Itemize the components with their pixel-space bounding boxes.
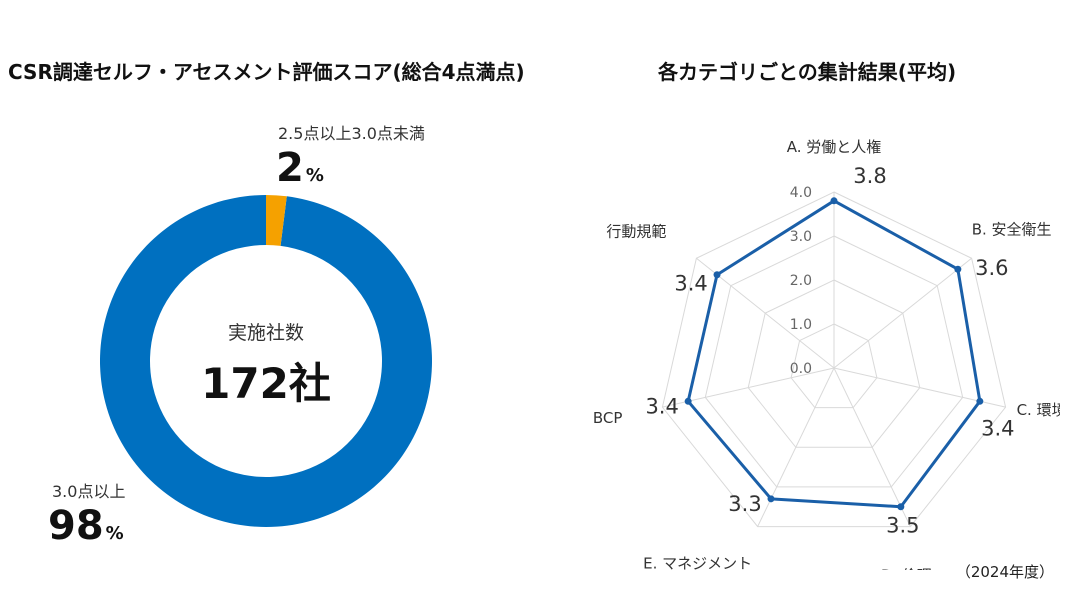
radar-value-label-4: 3.3 — [728, 492, 761, 516]
radar-value-label-2: 3.4 — [981, 416, 1014, 440]
radar-point-2 — [976, 397, 984, 405]
radar-spoke — [833, 257, 972, 369]
donut-chart — [100, 195, 432, 527]
radar-tick-label: 1.0 — [790, 317, 812, 333]
segment-percent-high: 98% — [48, 503, 124, 549]
radar-value-label-1: 3.6 — [975, 256, 1008, 280]
radar-category-label-0: A. 労働と人権 — [787, 138, 882, 156]
radar-category-label-5: BCP — [593, 409, 623, 427]
radar-category-label-1: B. 安全衛生 — [972, 220, 1052, 238]
radar-point-3 — [897, 503, 905, 511]
radar-category-label-6: 行動規範 — [606, 222, 666, 240]
year-note: （2024年度） — [955, 563, 1054, 581]
donut-center-caption: 実施社数 — [227, 322, 304, 344]
radar-point-6 — [713, 271, 721, 279]
radar-point-0 — [830, 197, 838, 205]
radar-grid-ring — [704, 235, 964, 488]
radar-series-line — [686, 199, 982, 509]
donut-segment-1 — [266, 195, 287, 246]
radar-value-label-5: 3.4 — [645, 394, 678, 418]
radar-tick-label: 0.0 — [790, 361, 812, 377]
segment-label-low: 2.5点以上3.0点未満 — [278, 124, 425, 143]
segment-percent-low-unit: % — [305, 165, 324, 186]
radar-tick-label: 2.0 — [790, 273, 812, 289]
donut-center-value: 172社 — [201, 359, 331, 408]
radar-tick-label: 3.0 — [790, 229, 812, 245]
segment-percent-low-value: 2 — [276, 145, 304, 191]
segment-label-high: 3.0点以上 — [52, 482, 126, 501]
radar-grid-ring — [661, 191, 1007, 528]
donut-chart-title: CSR調達セルフ・アセスメント評価スコア(総合4点満点) — [8, 60, 525, 84]
radar-value-label-6: 3.4 — [674, 272, 707, 296]
radar-chart: 0.0 1.0 2.0 3.0 4.0 A. 労働と人権 3.8 B. 安全衛生 3.6 C. 環… — [593, 138, 1060, 570]
radar-value-label-0: 3.8 — [853, 164, 886, 188]
segment-percent-high-value: 98 — [48, 503, 104, 549]
radar-category-label-4: E. マネジメント — [643, 555, 752, 570]
radar-category-label-3: D. 倫理 — [881, 567, 932, 570]
segment-percent-low: 2% — [276, 145, 324, 191]
radar-point-1 — [954, 265, 962, 273]
donut-segment-0 — [100, 195, 432, 527]
radar-point-5 — [684, 397, 692, 405]
radar-grid-ring — [747, 279, 921, 448]
radar-value-label-3: 3.5 — [886, 514, 919, 538]
radar-spoke — [833, 367, 911, 527]
radar-chart-title: 各カテゴリごとの集計結果(平均) — [658, 60, 957, 84]
radar-grid-ring — [790, 323, 878, 409]
segment-percent-high-unit: % — [105, 523, 124, 544]
radar-tick-label: 4.0 — [790, 185, 812, 201]
radar-point-4 — [767, 495, 775, 503]
radar-category-label-2: C. 環境 — [1017, 401, 1060, 419]
